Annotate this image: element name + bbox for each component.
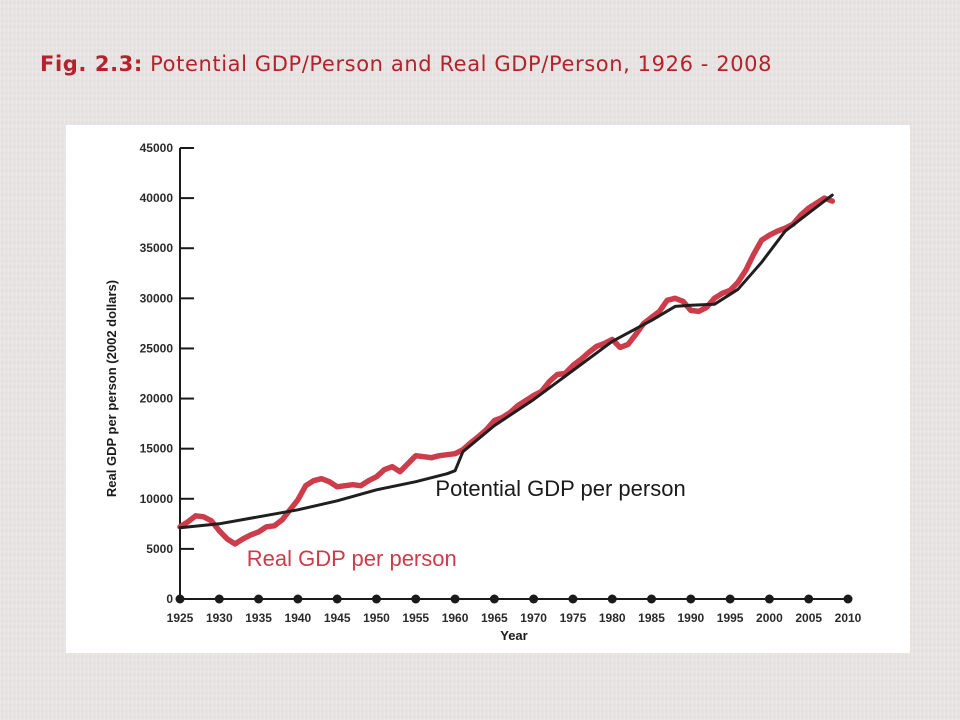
x-tick-label-1940: 1940 bbox=[285, 611, 312, 625]
x-tick-label-1965: 1965 bbox=[481, 611, 508, 625]
x-tick-dot-1935 bbox=[254, 594, 264, 604]
x-tick-dot-1940 bbox=[293, 594, 303, 604]
x-tick-label-1985: 1985 bbox=[638, 611, 665, 625]
x-tick-dot-2010 bbox=[843, 594, 853, 604]
figure-number: Fig. 2.3: bbox=[40, 52, 143, 76]
x-tick-dot-1965 bbox=[489, 594, 499, 604]
y-tick-label-45000: 45000 bbox=[140, 141, 174, 155]
y-tick-label-15000: 15000 bbox=[140, 442, 174, 456]
y-tick-label-25000: 25000 bbox=[140, 341, 174, 355]
x-tick-label-1960: 1960 bbox=[442, 611, 469, 625]
x-tick-label-1975: 1975 bbox=[560, 611, 587, 625]
y-tick-label-10000: 10000 bbox=[140, 492, 174, 506]
potential-gdp-series-line bbox=[178, 193, 834, 530]
y-tick-label-0: 0 bbox=[166, 592, 173, 606]
y-tick-label-30000: 30000 bbox=[140, 291, 174, 305]
x-tick-label-1990: 1990 bbox=[677, 611, 704, 625]
x-tick-dot-1950 bbox=[371, 594, 381, 604]
x-tick-dot-2000 bbox=[764, 594, 774, 604]
x-tick-dot-1930 bbox=[214, 594, 224, 604]
x-tick-label-1930: 1930 bbox=[206, 611, 233, 625]
x-tick-dot-1995 bbox=[725, 594, 735, 604]
x-tick-dot-1960 bbox=[450, 594, 460, 604]
x-tick-label-2010: 2010 bbox=[835, 611, 862, 625]
y-tick-label-35000: 35000 bbox=[140, 241, 174, 255]
x-tick-dot-1925 bbox=[175, 594, 185, 604]
x-tick-label-1945: 1945 bbox=[324, 611, 351, 625]
slide-title: Fig. 2.3: Potential GDP/Person and Real … bbox=[40, 52, 772, 76]
x-tick-dot-2005 bbox=[804, 594, 814, 604]
x-tick-dot-1985 bbox=[647, 594, 657, 604]
chart-panel: 0 5000 10000 15000 20000 25000 30000 35000 40000… bbox=[66, 125, 910, 653]
x-tick-dot-1980 bbox=[607, 594, 617, 604]
y-axis-title: Real GDP per person (2002 dollars) bbox=[104, 280, 119, 497]
x-axis-title: Year bbox=[500, 628, 527, 643]
x-tick-dot-1955 bbox=[411, 594, 421, 604]
x-tick-label-2005: 2005 bbox=[795, 611, 822, 625]
x-tick-dot-1975 bbox=[568, 594, 578, 604]
figure-caption: Potential GDP/Person and Real GDP/Person… bbox=[150, 52, 773, 76]
y-tick-label-20000: 20000 bbox=[140, 392, 174, 406]
x-tick-dot-1945 bbox=[332, 594, 342, 604]
real-gdp-label: Real GDP per person bbox=[247, 546, 457, 571]
x-tick-dot-1990 bbox=[686, 594, 696, 604]
x-tick-label-2000: 2000 bbox=[756, 611, 783, 625]
x-tick-label-1980: 1980 bbox=[599, 611, 626, 625]
x-tick-label-1935: 1935 bbox=[245, 611, 272, 625]
y-tick-label-40000: 40000 bbox=[140, 191, 174, 205]
potential-gdp-label: Potential GDP per person bbox=[435, 476, 685, 501]
x-tick-label-1970: 1970 bbox=[520, 611, 547, 625]
x-tick-dot-1970 bbox=[529, 594, 539, 604]
gdp-line-chart: 0 5000 10000 15000 20000 25000 30000 35000 40000… bbox=[104, 141, 862, 643]
x-tick-label-1995: 1995 bbox=[717, 611, 744, 625]
x-tick-label-1925: 1925 bbox=[167, 611, 194, 625]
x-tick-label-1950: 1950 bbox=[363, 611, 390, 625]
y-tick-label-5000: 5000 bbox=[146, 542, 173, 556]
x-tick-label-1955: 1955 bbox=[402, 611, 429, 625]
